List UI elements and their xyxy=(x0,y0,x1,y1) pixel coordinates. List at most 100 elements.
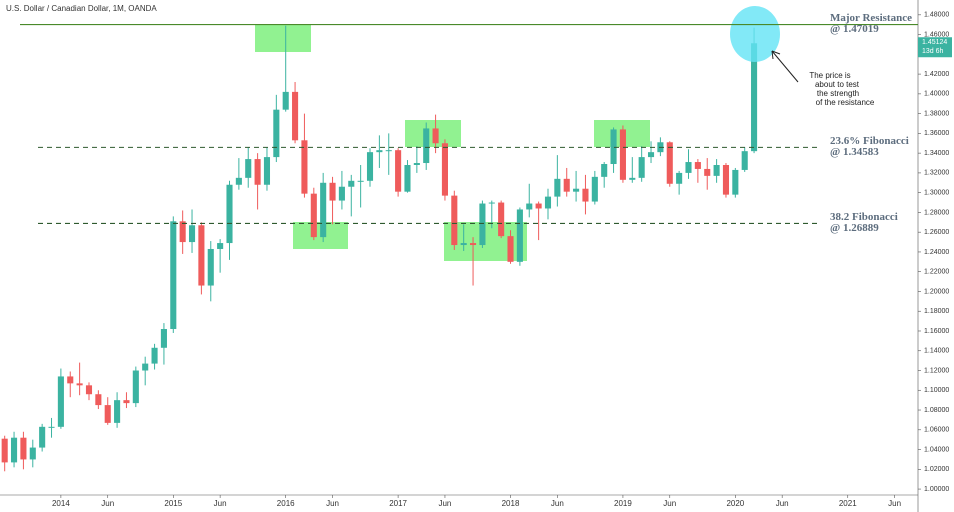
candle-body xyxy=(507,236,514,262)
candle-body xyxy=(151,347,158,364)
candle-body xyxy=(235,177,242,185)
candle-body xyxy=(647,152,655,158)
candle-body xyxy=(67,376,74,384)
y-tick-label: 1.08000 xyxy=(924,407,949,414)
annotation: about to test xyxy=(815,80,860,89)
y-tick-label: 1.42000 xyxy=(924,71,949,78)
x-tick-label: Jun xyxy=(214,499,227,508)
candle-body xyxy=(591,176,598,202)
candle-body xyxy=(470,243,477,246)
candle-body xyxy=(357,180,364,182)
level-label: @ 1.26889 xyxy=(830,222,879,234)
candle-body xyxy=(338,186,345,201)
y-tick-label: 1.24000 xyxy=(924,249,949,256)
candle-body xyxy=(432,128,439,144)
candle-body xyxy=(226,184,233,244)
candle-body xyxy=(142,363,149,371)
candle-body xyxy=(516,209,523,262)
y-tick-label: 1.18000 xyxy=(924,308,949,315)
candle-body xyxy=(188,225,196,243)
candle-body xyxy=(85,385,93,395)
candle-body xyxy=(292,91,299,141)
candle-body xyxy=(20,437,27,460)
candle-body xyxy=(329,182,336,201)
candle-body xyxy=(479,203,486,246)
level-label: @ 1.34583 xyxy=(830,146,879,158)
y-tick-label: 1.26000 xyxy=(924,229,949,236)
candle-body xyxy=(638,157,645,178)
candle-body xyxy=(385,150,392,152)
y-tick-label: 1.14000 xyxy=(924,348,949,355)
y-tick-label: 1.12000 xyxy=(924,367,949,374)
candle-body xyxy=(11,437,18,463)
candle-body xyxy=(488,202,495,204)
highlight-ellipse xyxy=(730,6,780,62)
x-tick-label: Jun xyxy=(326,499,339,508)
candle-body xyxy=(610,129,617,165)
candle-body xyxy=(320,182,327,238)
y-tick-label: 1.30000 xyxy=(924,190,949,197)
y-tick-label: 1.48000 xyxy=(924,12,949,19)
candle-body xyxy=(29,447,36,460)
candle-body xyxy=(114,400,121,423)
candle-body xyxy=(404,165,411,192)
candle-body xyxy=(57,376,64,427)
candle-body xyxy=(423,128,430,164)
candle-body xyxy=(751,43,758,152)
candle-body xyxy=(123,400,130,404)
candle-body xyxy=(217,243,224,249)
candle-body xyxy=(301,140,308,194)
candle-body xyxy=(676,172,683,184)
candle-body xyxy=(1,438,8,463)
last-price-label: 1.45124 xyxy=(922,39,947,46)
candle-body xyxy=(76,383,83,386)
candle-body xyxy=(666,142,673,184)
candle-body xyxy=(95,394,102,406)
y-tick-label: 1.34000 xyxy=(924,150,949,157)
candle-body xyxy=(132,370,139,404)
level-name: 23.6% Fibonacci xyxy=(830,135,909,147)
x-tick-label: 2016 xyxy=(277,499,295,508)
candle-body xyxy=(582,188,589,202)
x-tick-label: 2021 xyxy=(839,499,857,508)
arrow-head xyxy=(771,50,781,60)
highlight-box xyxy=(255,25,311,52)
last-price-box xyxy=(918,37,952,58)
y-tick-label: 1.28000 xyxy=(924,209,949,216)
candle-body xyxy=(704,168,711,176)
x-tick-label: 2017 xyxy=(389,499,407,508)
y-tick-label: 1.32000 xyxy=(924,170,949,177)
candle-body xyxy=(563,178,570,192)
y-tick-label: 1.22000 xyxy=(924,269,949,276)
x-tick-label: Jun xyxy=(776,499,789,508)
candle-body xyxy=(198,225,205,286)
y-tick-label: 1.20000 xyxy=(924,288,949,295)
x-tick-label: 2014 xyxy=(52,499,70,508)
candle-body xyxy=(104,405,111,423)
x-tick-label: 2015 xyxy=(164,499,182,508)
candle-body xyxy=(366,152,374,181)
x-tick-label: 2020 xyxy=(726,499,744,508)
x-tick-label: Jun xyxy=(663,499,676,508)
annotation: the strength xyxy=(817,89,859,98)
candle-body xyxy=(619,129,626,180)
arrow xyxy=(771,50,799,83)
y-tick-label: 1.40000 xyxy=(924,91,949,98)
candle-body xyxy=(263,157,271,185)
y-tick-label: 1.16000 xyxy=(924,328,949,335)
candle-body xyxy=(460,243,467,246)
annotation: The price is xyxy=(809,71,850,80)
candle-body xyxy=(170,221,177,330)
x-tick-label: Jun xyxy=(888,499,901,508)
candle-body xyxy=(601,164,608,177)
candle-body xyxy=(282,91,289,110)
candle-body xyxy=(535,203,542,209)
candle-body xyxy=(413,163,420,165)
level-name: Major Resistance xyxy=(830,12,912,24)
y-tick-label: 1.04000 xyxy=(924,446,949,453)
y-tick-label: 1.10000 xyxy=(924,387,949,394)
candle-body xyxy=(179,221,186,243)
annotation: of the resistance xyxy=(816,98,875,107)
candle-body xyxy=(245,159,252,178)
x-tick-label: 2019 xyxy=(614,499,632,508)
